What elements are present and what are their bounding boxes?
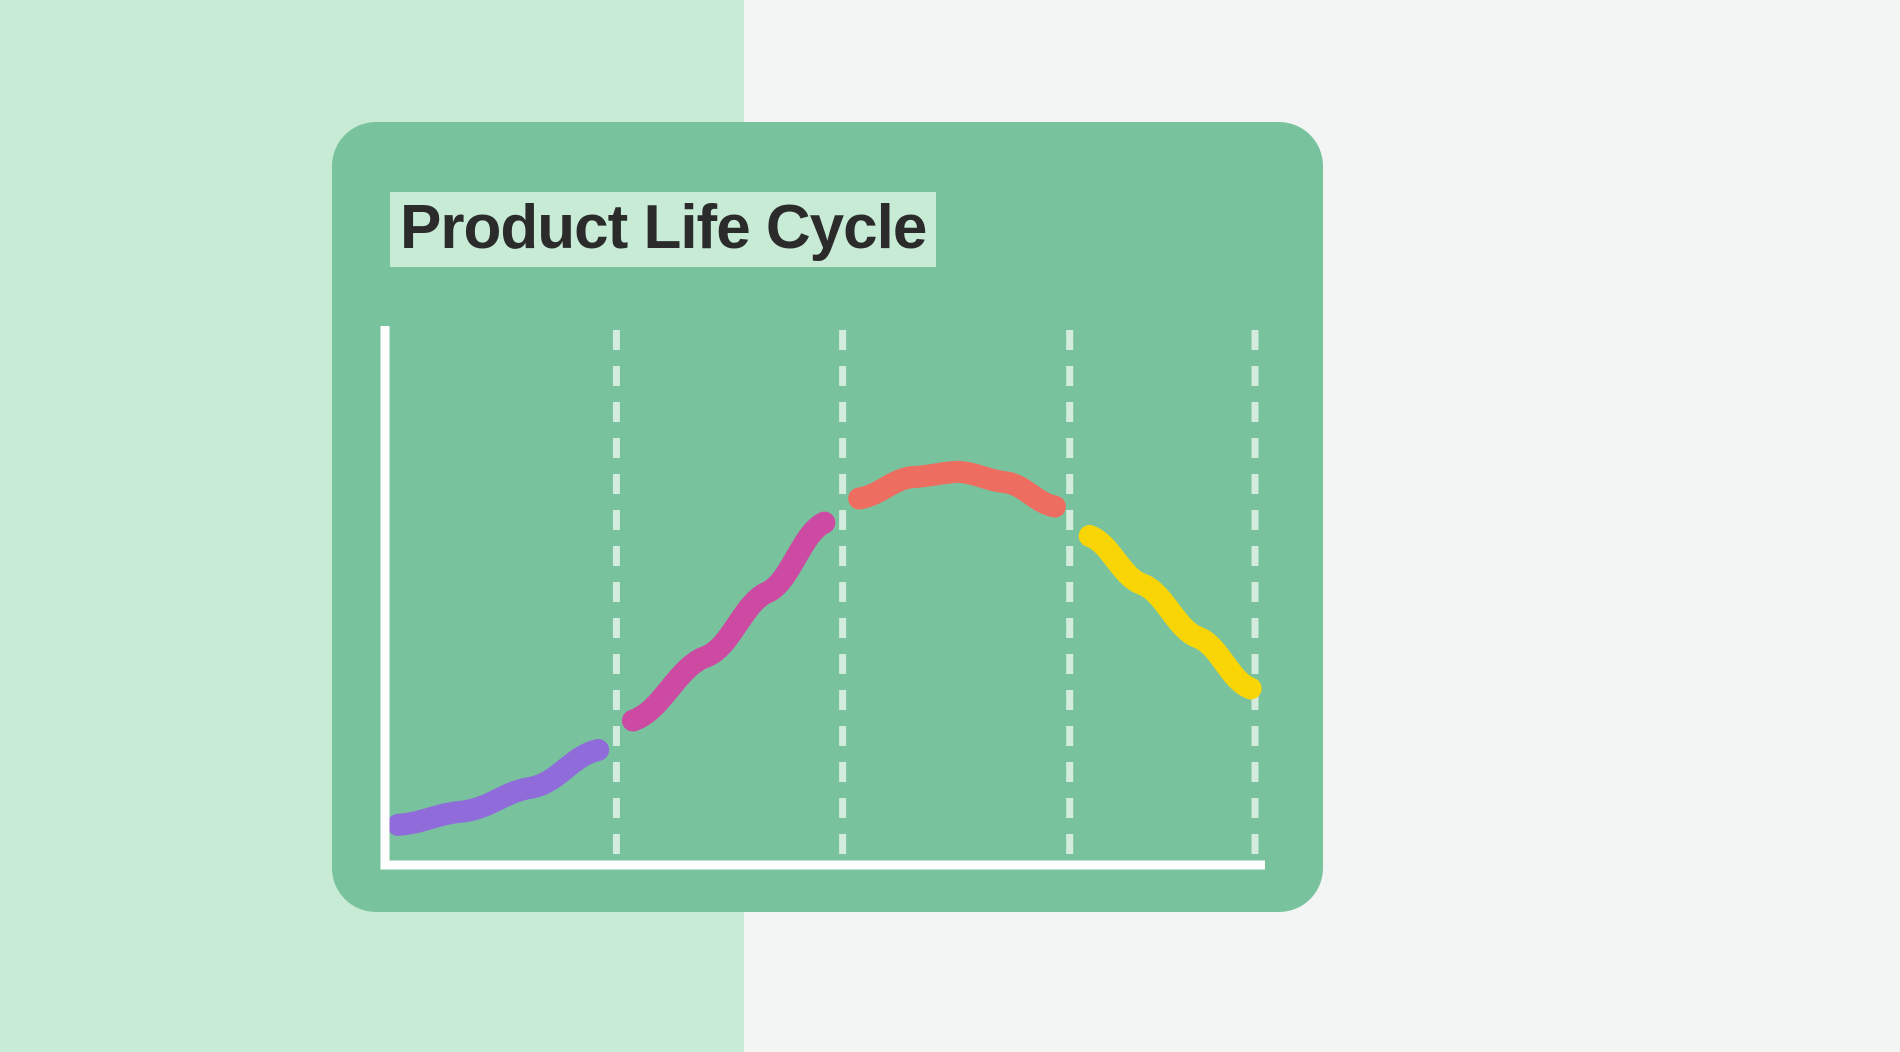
- product-life-cycle-chart: [332, 122, 1323, 912]
- curve-segment-decline: [1090, 536, 1251, 688]
- curve-segment-maturity: [859, 472, 1055, 507]
- chart-card: Product Life Cycle: [332, 122, 1323, 912]
- curve-segment-introduction: [398, 750, 598, 825]
- curve-segment-growth: [633, 523, 824, 721]
